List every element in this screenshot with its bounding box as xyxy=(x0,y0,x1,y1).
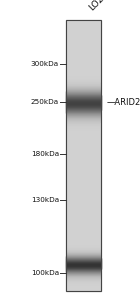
Text: 100kDa: 100kDa xyxy=(31,270,59,276)
Bar xyxy=(66,20,101,291)
Text: —ARID2: —ARID2 xyxy=(106,98,140,107)
Text: 250kDa: 250kDa xyxy=(31,99,59,105)
Text: 130kDa: 130kDa xyxy=(31,197,59,203)
Text: 300kDa: 300kDa xyxy=(31,61,59,67)
Text: LO2: LO2 xyxy=(87,0,105,12)
Text: 180kDa: 180kDa xyxy=(31,151,59,157)
